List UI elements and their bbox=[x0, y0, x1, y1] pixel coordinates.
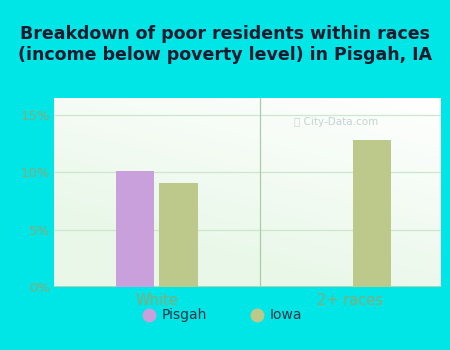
Bar bbox=[353, 140, 392, 287]
Bar bbox=[159, 183, 198, 287]
Bar bbox=[116, 171, 154, 287]
Text: ⓘ City-Data.com: ⓘ City-Data.com bbox=[294, 117, 378, 127]
Text: Iowa: Iowa bbox=[270, 308, 302, 322]
Text: Pisgah: Pisgah bbox=[162, 308, 207, 322]
Text: Breakdown of poor residents within races
(income below poverty level) in Pisgah,: Breakdown of poor residents within races… bbox=[18, 25, 432, 63]
